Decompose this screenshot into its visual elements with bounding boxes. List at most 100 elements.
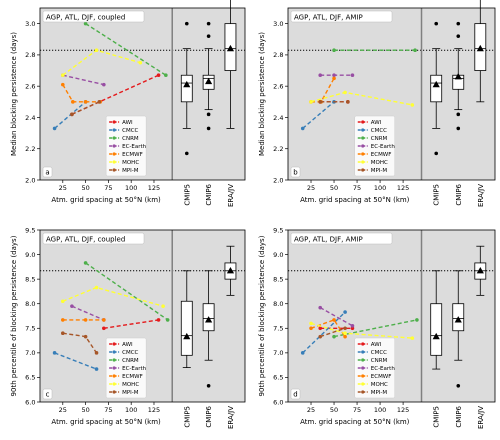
box-category-label: CMIP5 [183,406,191,428]
y-axis-label: 90th percentile of blocking persistence … [258,235,266,396]
y-tick-label: 2.0 [25,176,35,184]
x-tick-label: 100 [125,184,137,192]
data-point-cnrm [332,48,336,53]
data-point-ec-earth [318,305,323,310]
y-tick-label: 7.5 [25,325,35,333]
y-tick-label: 9.5 [25,226,35,234]
legend-marker-cmcc [361,128,365,132]
mean-marker [183,80,191,88]
legend-marker-ec-earth [112,144,116,148]
legend-entry-cnrm: CNRM [371,136,388,142]
x-tick-label: 75 [104,406,112,414]
panel-title-box: AGP, ATL, DJF, AMIP [290,232,393,245]
outlier-point [456,112,461,117]
data-point-mohc [309,100,313,104]
legend-entry-cmcc: CMCC [371,350,387,356]
data-point-ecmwf [332,318,336,322]
panel-label-background [42,388,53,400]
x-tick-label: 75 [104,184,112,192]
panel-label-background [290,166,301,178]
data-point-mohc [94,285,99,290]
data-point-mohc [309,321,313,326]
legend-marker-awi [361,120,365,124]
y-tick-label: 7.0 [25,349,35,357]
legend-entry-cnrm: CNRM [122,136,139,142]
legend-entry-mohc: MOHC [371,160,388,166]
box-category-label: ERA/JV [477,184,485,207]
legend-marker-cmcc [361,350,365,354]
legend: AWI CMCC CNRM EC-Earth ECMWF MOHC MPI-M [354,337,396,399]
boxplot-era-jv [474,0,487,103]
box-iqr [180,74,193,103]
outlier-point [206,126,211,131]
x-axis-label: Atm. grid spacing at 50°N (km) [51,196,161,204]
outlier-point [206,34,211,38]
x-tick-label: 125 [397,406,409,414]
y-tick-label: 6.5 [273,374,283,382]
y-tick-label: 2.0 [273,176,283,184]
legend-marker-mpi-m [112,168,116,172]
legend: AWI CMCC CNRM EC-Earth ECMWF MOHC MPI-M [354,115,395,177]
data-point-mpi-m [343,326,347,331]
y-axis-label: Median blocking persistence (days) [10,32,18,156]
legend-marker-mpi-m [361,390,365,394]
x-axis-label: Atm. grid spacing at 50°N (km) [300,418,410,426]
legend-entry-cnrm: CNRM [371,358,388,364]
outlier-point [206,383,211,388]
data-point-ec-earth [318,73,323,78]
legend-marker-awi [361,342,365,346]
mean-marker [205,77,213,85]
data-point-cnrm [415,318,419,322]
series-line-mpi-m [319,327,346,338]
series-line-cnrm [85,262,169,321]
mean-marker [205,316,213,323]
data-point-mpi-m [97,100,102,104]
legend-entry-mohc: MOHC [371,382,388,388]
data-point-ec-earth [70,304,74,308]
legend-entry-cnrm: CNRM [122,358,139,364]
box-category-label: ERA/JV [227,184,235,207]
panel-title: AGP, ATL, DJF, coupled [46,236,125,244]
outlier-point [206,112,211,117]
data-point-ec-earth [350,324,355,328]
outlier-point [206,21,211,26]
title-background [42,232,145,245]
mean-marker [226,266,235,274]
legend-entry-cmcc: CMCC [371,128,387,134]
x-tick-label: 125 [148,184,160,192]
title-background [42,10,145,23]
legend-entry-ec-earth: EC-Earth [371,366,396,372]
data-point-ecmwf [83,100,88,104]
legend-entry-mpi-m: MPI-M [371,168,388,174]
series-line-ecmwf [62,84,101,103]
data-point-ecmwf [343,334,347,339]
box-iqr [430,74,443,103]
boxplot-era-jv [474,245,487,296]
mean-marker [476,44,484,52]
x-tick-label: 125 [148,406,160,414]
legend-background [105,337,147,399]
x-tick-label: 125 [397,184,409,192]
series-line-cmcc [54,352,97,370]
y-tick-label: 7.0 [273,349,283,357]
legend-entry-mpi-m: MPI-M [122,168,139,174]
y-tick-label: 2.2 [273,145,283,153]
mean-marker [476,266,484,274]
legend: AWI CMCC CNRM EC-Earth ECMWF MOHC MPI-M [105,115,147,177]
panel-title-box: AGP, ATL, DJF, coupled [42,10,145,23]
legend-entry-ec-earth: EC-Earth [122,144,147,150]
series-line-cmcc [54,101,87,129]
data-point-ecmwf [60,318,65,322]
legend-entry-awi: AWI [371,120,382,126]
box-category-label: CMIP5 [183,184,191,206]
mean-marker [183,332,191,340]
x-tick-label: 100 [374,406,386,414]
panel-label: b [293,169,298,177]
x-tick-label: 75 [353,406,361,414]
legend-marker-cnrm [112,136,116,140]
boxplot-cmip5 [180,270,193,369]
legend-marker-cnrm [361,136,365,140]
data-point-mohc [60,299,65,304]
panel-a: CMIP5 CMIP6 ERA/JV 2.0 2.2 2.4 2.6 2.8 3.0 25 50 75… [10,0,246,207]
